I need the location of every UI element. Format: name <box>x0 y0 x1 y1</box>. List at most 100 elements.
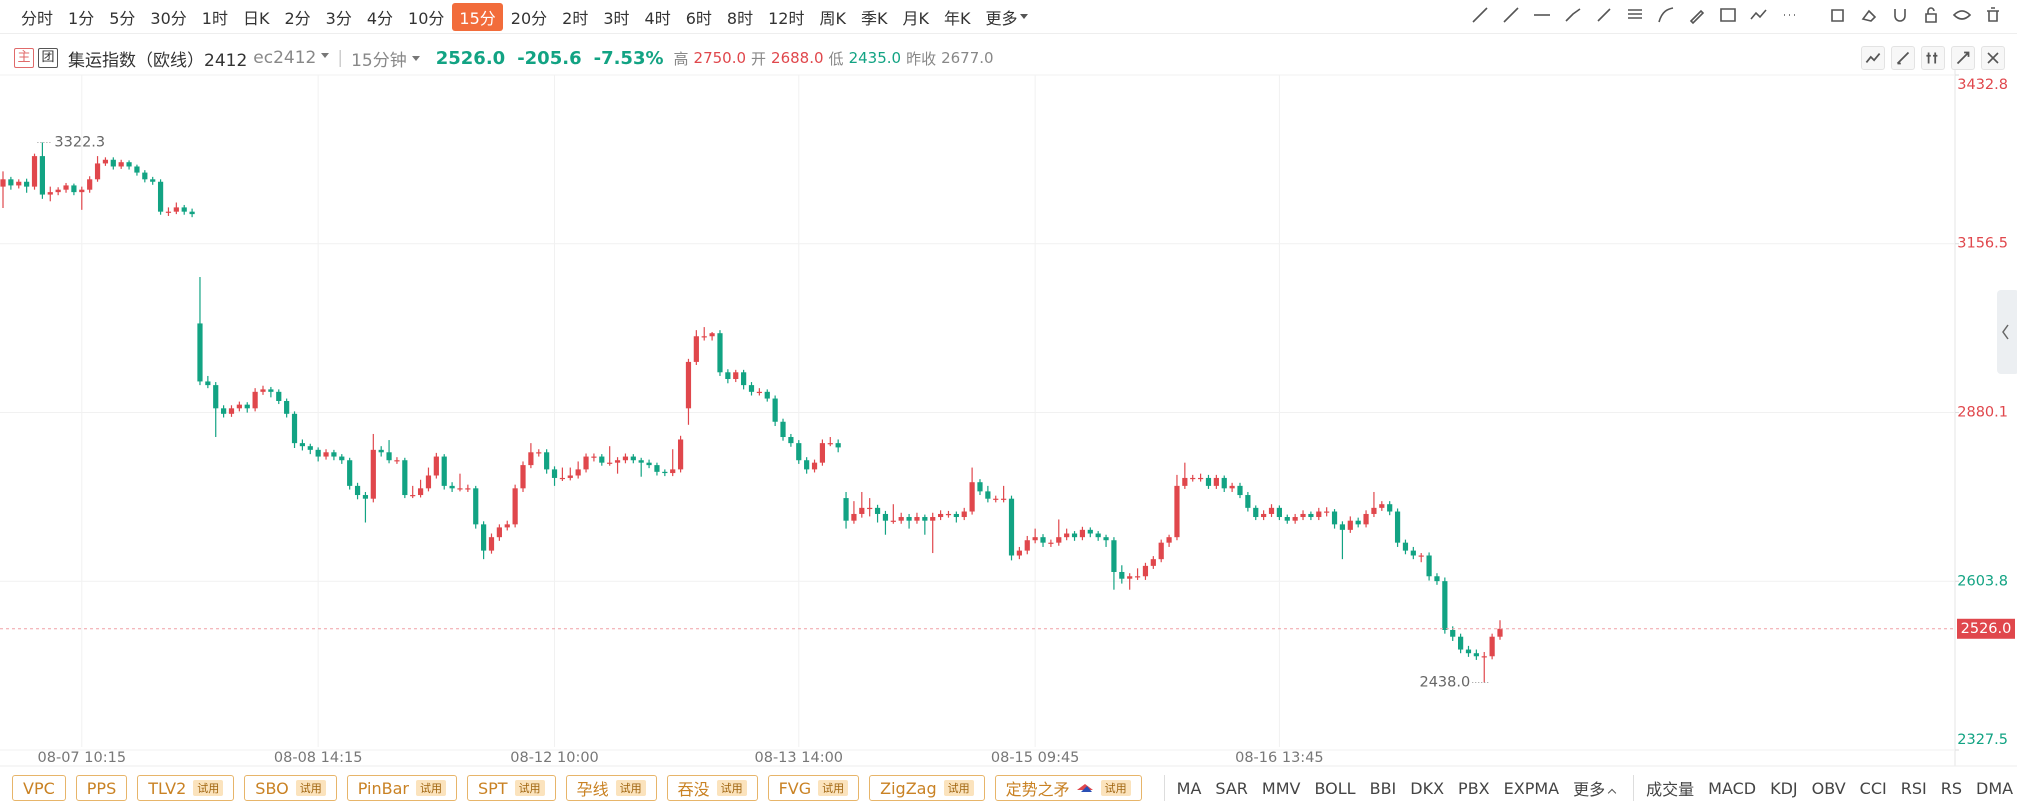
tool-icon[interactable] <box>1687 5 1707 25</box>
signal-button[interactable]: VPC <box>12 775 66 801</box>
period-button[interactable]: 4时 <box>644 8 671 28</box>
candle-body <box>1127 576 1133 579</box>
main-tag[interactable]: 主 <box>14 48 34 68</box>
sub-indicator-button[interactable]: MACD <box>1708 778 1757 798</box>
indicator-button[interactable]: EXPMA <box>1503 778 1560 798</box>
signal-button-label: 孕线 <box>576 780 609 799</box>
tool-icon[interactable] <box>1470 5 1490 25</box>
low-value: 2435.0 <box>848 49 902 67</box>
close-icon[interactable] <box>1981 46 2005 70</box>
tool-icon[interactable] <box>1501 5 1521 25</box>
indicator-button[interactable]: SAR <box>1215 778 1248 798</box>
period-button[interactable]: 3时 <box>603 8 630 28</box>
indicator-button[interactable]: BBI <box>1369 778 1397 798</box>
signal-buttons: VPC PPS TLV2 试用 SBO 试用 PinBar 试用 SPT 试用 孕线 试用 吞没 试用 FV… <box>12 775 1142 801</box>
period-button[interactable]: 4分 <box>366 8 394 28</box>
period-button[interactable]: 周K <box>819 8 846 28</box>
candle-body <box>1119 571 1125 579</box>
tool-icon[interactable] <box>1563 5 1583 25</box>
instrument-code[interactable]: ec2412 <box>253 48 329 68</box>
tool-icon[interactable] <box>1890 5 1910 25</box>
tool-icon-shape <box>1952 10 1972 20</box>
candle-body <box>937 513 944 518</box>
period-button[interactable]: 8时 <box>726 8 754 28</box>
signal-button[interactable]: ZigZag 试用 <box>869 775 985 801</box>
header-icon[interactable] <box>1921 46 1945 70</box>
signal-button[interactable]: 孕线 试用 <box>565 775 657 801</box>
candle-body <box>1458 636 1464 650</box>
period-button[interactable]: 1时 <box>201 8 228 28</box>
sub-indicator-button[interactable]: RS <box>1940 778 1963 798</box>
tool-icon[interactable] <box>1532 5 1552 25</box>
period-button[interactable]: 1分 <box>68 8 95 28</box>
x-tick-label: 08-08 14:15 <box>274 750 363 766</box>
high-label: 高 <box>673 49 689 68</box>
sub-indicator-button[interactable]: 成交量 <box>1646 780 1695 799</box>
signal-button[interactable]: TLV2 试用 <box>137 775 235 801</box>
candle-body <box>205 381 211 386</box>
period-button[interactable]: 20分 <box>510 8 548 28</box>
sub-indicator-button[interactable]: OBV <box>1811 778 1846 798</box>
tool-icon[interactable] <box>1749 5 1769 25</box>
x-tick-label: 08-15 09:45 <box>991 750 1080 766</box>
header-icon[interactable] <box>1891 46 1915 70</box>
period-button[interactable]: 分时 <box>21 8 54 28</box>
tool-icon[interactable] <box>1780 5 1800 25</box>
candle-body <box>622 456 629 461</box>
candle-body <box>1363 513 1369 525</box>
header-icon[interactable] <box>1951 46 1975 70</box>
sub-indicator-button[interactable]: RSI <box>1900 778 1927 798</box>
tool-icon[interactable] <box>1656 5 1676 25</box>
header-icon[interactable] <box>1861 46 1885 70</box>
period-button[interactable]: 12时 <box>768 8 805 28</box>
tool-icon[interactable] <box>1952 5 1972 25</box>
candle-body <box>741 372 747 386</box>
period-button[interactable]: 季K <box>860 8 888 28</box>
period-button[interactable]: 日K <box>242 8 270 28</box>
period-button[interactable]: 30分 <box>150 8 187 28</box>
tool-icon[interactable] <box>1828 5 1848 25</box>
period-button[interactable]: 15分 <box>452 2 503 31</box>
tool-icon[interactable] <box>1859 5 1879 25</box>
signal-button[interactable]: PPS <box>75 775 128 801</box>
period-button[interactable]: 3分 <box>325 8 352 28</box>
candle-body <box>1497 628 1503 637</box>
indicator-button[interactable]: PBX <box>1458 778 1490 798</box>
indicator-button[interactable]: DKX <box>1410 778 1445 798</box>
signal-button[interactable]: 定势之矛 试用 <box>994 775 1142 801</box>
sub-indicator-button[interactable]: KDJ <box>1770 778 1798 798</box>
group-tag[interactable]: 团 <box>38 48 58 68</box>
indicator-button[interactable]: BOLL <box>1314 778 1356 798</box>
tool-icon[interactable] <box>1983 5 2003 25</box>
tool-icon[interactable] <box>1594 5 1614 25</box>
side-tab[interactable] <box>1997 290 2017 374</box>
period-button[interactable]: 6时 <box>685 8 712 28</box>
period-button[interactable]: 月K <box>902 8 929 28</box>
candle-body <box>1300 513 1306 518</box>
indicator-button[interactable]: 更多 <box>1573 776 1615 800</box>
sub-indicator-button[interactable]: DMA <box>1976 778 2014 798</box>
signal-button[interactable]: FVG 试用 <box>767 775 860 801</box>
tool-icon[interactable] <box>1718 5 1738 25</box>
tool-icon-shape <box>1565 8 1581 22</box>
indicator-button[interactable]: MMV <box>1261 778 1301 798</box>
indicator-button[interactable]: MA <box>1176 778 1202 798</box>
signal-button[interactable]: PinBar 试用 <box>346 775 457 801</box>
period-button[interactable]: 年K <box>943 8 971 28</box>
signal-button[interactable]: SBO 试用 <box>244 775 337 801</box>
candle-body <box>31 156 38 187</box>
signal-button[interactable]: 吞没 试用 <box>666 775 758 801</box>
sub-indicator-button[interactable]: CCI <box>1859 778 1887 798</box>
period-button[interactable]: 更多 <box>978 3 1035 31</box>
tool-icon[interactable] <box>1625 5 1645 25</box>
period-button[interactable]: 5分 <box>109 8 136 28</box>
signal-button-label: 吞没 <box>677 780 710 799</box>
signal-button[interactable]: SPT 试用 <box>466 775 556 801</box>
period-button[interactable]: 10分 <box>408 8 445 28</box>
tool-icon[interactable] <box>1921 5 1941 25</box>
period-button[interactable]: 2时 <box>562 8 589 28</box>
close-icon-shape <box>1987 52 1999 64</box>
period-button[interactable]: 2分 <box>284 8 311 28</box>
period-select[interactable]: 15分钟 <box>351 46 420 71</box>
candle-body <box>354 485 361 496</box>
